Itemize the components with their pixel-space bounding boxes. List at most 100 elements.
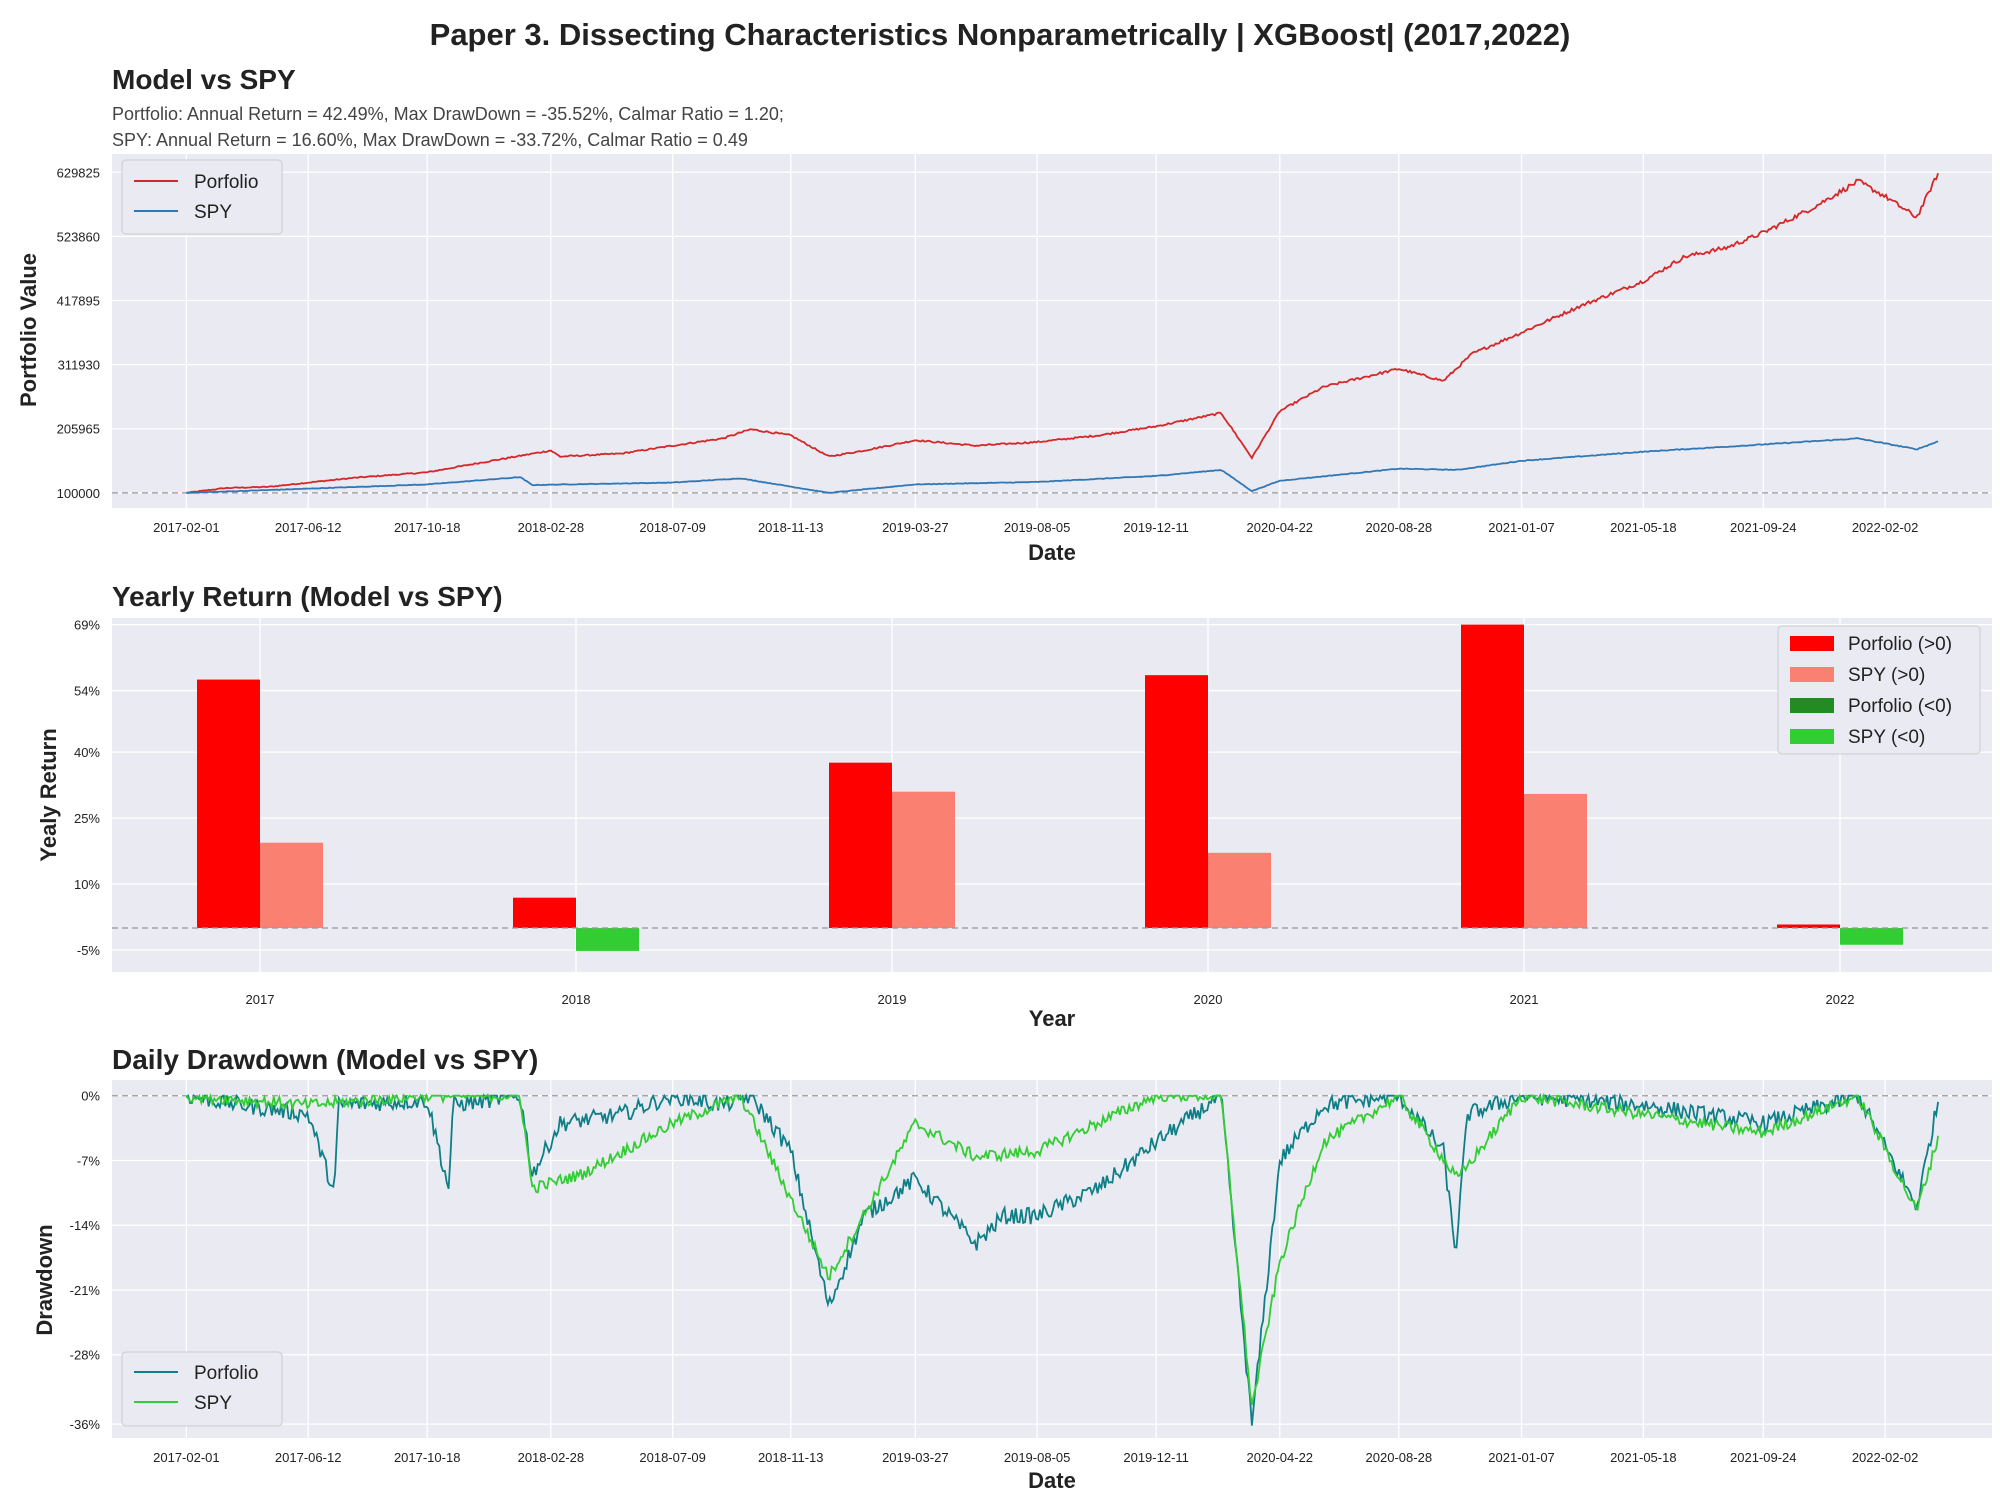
- panel3-xtick-label: 2018-02-28: [518, 1450, 585, 1465]
- panel2-legend-swatch: [1790, 698, 1834, 713]
- panel1-legend-box: [121, 159, 283, 235]
- panel3-xtick-label: 2022-02-02: [1852, 1450, 1919, 1465]
- panel1-subtitle-line2: SPY: Annual Return = 16.60%, Max DrawDow…: [112, 130, 748, 150]
- panel2-xtick-label: 2019: [878, 992, 907, 1007]
- panel1-series-porfolio: [186, 172, 1939, 494]
- panel3-xtick-label: 2017-06-12: [275, 1450, 342, 1465]
- panel1-subtitle-line1: Portfolio: Annual Return = 42.49%, Max D…: [112, 104, 784, 124]
- panel2-legend-label: Porfolio (<0): [1848, 696, 1952, 717]
- panel3-xtick-label: 2021-01-07: [1488, 1450, 1555, 1465]
- panel3-xtick-label: 2017-02-01: [153, 1450, 220, 1465]
- panel2-legend-box: [1777, 625, 1981, 755]
- panel2-bar-porfolio-2020: [1145, 675, 1208, 929]
- panel2-xtick-label: 2022: [1826, 992, 1855, 1007]
- panel3-legend: Porfolio SPY: [121, 1351, 283, 1427]
- panel2-legend-swatch: [1790, 729, 1834, 744]
- panel1-xtick-label: 2019-12-11: [1123, 520, 1189, 535]
- panel3-ylabel: Drawdown: [32, 1224, 57, 1335]
- panel1-xtick-label: 2017-10-18: [394, 520, 461, 535]
- panel1-xtick-label: 2019-08-05: [1004, 520, 1071, 535]
- panel1-series-spy: [186, 437, 1939, 494]
- panel2-xlabel: Year: [1029, 1006, 1076, 1031]
- panel1-xtick-label: 2021-01-07: [1488, 520, 1555, 535]
- panel3-xtick-label: 2020-08-28: [1366, 1450, 1433, 1465]
- panel2-bar-porfolio-2022: [1777, 924, 1840, 929]
- panel2-ytick-label: 69%: [74, 618, 100, 633]
- panel1-xtick-label: 2020-04-22: [1247, 520, 1314, 535]
- panel2-bar-spy-2018: [576, 928, 639, 951]
- panel2-bar-porfolio-2017: [197, 679, 260, 929]
- figure-title: Paper 3. Dissecting Characteristics Nonp…: [430, 17, 1571, 52]
- panel3-ytick-label: 0%: [81, 1089, 100, 1104]
- panel3-legend-label: Porfolio: [194, 1363, 258, 1384]
- panel3-ytick-label: -28%: [70, 1348, 101, 1363]
- panel1-ylabel: Portfolio Value: [16, 253, 41, 407]
- panel3-xtick-label: 2020-04-22: [1247, 1450, 1314, 1465]
- panel1-xlabel: Date: [1028, 540, 1076, 565]
- panel2-ytick-label: -5%: [77, 943, 101, 958]
- panel1-xtick-label: 2018-07-09: [639, 520, 706, 535]
- panel2-bar-porfolio-2019: [829, 762, 892, 929]
- panel2-bar-spy-2019: [892, 791, 955, 929]
- panel3-xtick-label: 2018-11-13: [758, 1450, 824, 1465]
- panel1-background: [112, 154, 1992, 508]
- panel2-background: [112, 618, 1992, 972]
- panel2-ytick-label: 54%: [74, 684, 100, 699]
- panel3-legend-label: SPY: [194, 1393, 232, 1414]
- panel3-legend-box: [121, 1351, 283, 1427]
- panel3-xtick-label: 2019-12-11: [1123, 1450, 1189, 1465]
- panel3-xtick-label: 2021-09-24: [1730, 1450, 1797, 1465]
- panel2-legend-label: Porfolio (>0): [1848, 634, 1952, 655]
- panel2-legend-label: SPY (>0): [1848, 665, 1925, 686]
- panel3-xtick-label: 2019-08-05: [1004, 1450, 1071, 1465]
- panel1-xtick-label: 2017-06-12: [275, 520, 342, 535]
- panel1-xtick-label: 2022-02-02: [1852, 520, 1919, 535]
- panel1-xtick-label: 2018-02-28: [518, 520, 585, 535]
- panel2-legend-label: SPY (<0): [1848, 727, 1925, 748]
- panel3-ytick-label: -36%: [70, 1417, 101, 1432]
- panel1-ytick-label: 100000: [57, 486, 100, 501]
- panel1-ytick-label: 523860: [57, 229, 100, 244]
- panel1-ytick-label: 629825: [57, 165, 100, 180]
- panel2-ytick-label: 25%: [74, 811, 100, 826]
- panel3-plot: 0% -7% -14% -21% -28% -36% 2017-02-01 2017-06-1…: [70, 1080, 1992, 1465]
- panel1-legend-label: Porfolio: [194, 172, 258, 193]
- panel3-ytick-label: -21%: [70, 1283, 101, 1298]
- panel3-xlabel: Date: [1028, 1468, 1076, 1493]
- panel3-ytick-label: -7%: [77, 1153, 101, 1168]
- panel2-xtick-label: 2017: [246, 992, 275, 1007]
- panel3-xtick-label: 2021-05-18: [1610, 1450, 1677, 1465]
- panel3-series-spy: [185, 1092, 1939, 1406]
- panel1-ytick-label: 205965: [57, 422, 100, 437]
- panel1-xtick-label: 2017-02-01: [153, 520, 220, 535]
- panel1-xtick-label: 2021-09-24: [1730, 520, 1797, 535]
- panel1-xtick-label: 2021-05-18: [1610, 520, 1677, 535]
- panel1-ytick-label: 417895: [57, 294, 100, 309]
- panel2-xtick-label: 2018: [562, 992, 591, 1007]
- panel2-legend-swatch: [1790, 636, 1834, 651]
- panel2-xtick-label: 2021: [1510, 992, 1539, 1007]
- panel1-legend: Porfolio SPY: [121, 159, 283, 235]
- panel2-bar-spy-2021: [1524, 793, 1587, 929]
- panel2-ytick-label: 10%: [74, 877, 100, 892]
- panel2-bar-spy-2017: [260, 842, 323, 929]
- panel2-legend-swatch: [1790, 667, 1834, 682]
- panel1-xtick-label: 2018-11-13: [758, 520, 824, 535]
- panel1-plot: 100000 205965 311930 417895 523860 629825 2017…: [57, 154, 1992, 535]
- panel3-xtick-label: 2017-10-18: [394, 1450, 461, 1465]
- panel2-legend: Porfolio (>0) SPY (>0) Porfolio (<0) SPY (<…: [1777, 625, 1981, 755]
- panel1-title: Model vs SPY: [112, 64, 296, 95]
- panel2-ylabel: Yealy Return: [36, 728, 61, 861]
- panel1-xtick-label: 2019-03-27: [882, 520, 949, 535]
- panel2-xtick-label: 2020: [1194, 992, 1223, 1007]
- panel3-title: Daily Drawdown (Model vs SPY): [112, 1044, 538, 1075]
- panel2-bar-porfolio-2021: [1461, 624, 1524, 929]
- panel1-xtick-label: 2020-08-28: [1366, 520, 1433, 535]
- panel3-xtick-label: 2019-03-27: [882, 1450, 949, 1465]
- panel3-xtick-label: 2018-07-09: [639, 1450, 706, 1465]
- panel2-plot: -5% 10% 25% 40% 54% 69% 2017 2018 2019 2020 2021 20…: [74, 618, 1992, 1007]
- panel3-series-porfolio: [185, 1092, 1939, 1426]
- panel2-bar-spy-2020: [1208, 852, 1271, 929]
- panel2-title: Yearly Return (Model vs SPY): [112, 581, 503, 612]
